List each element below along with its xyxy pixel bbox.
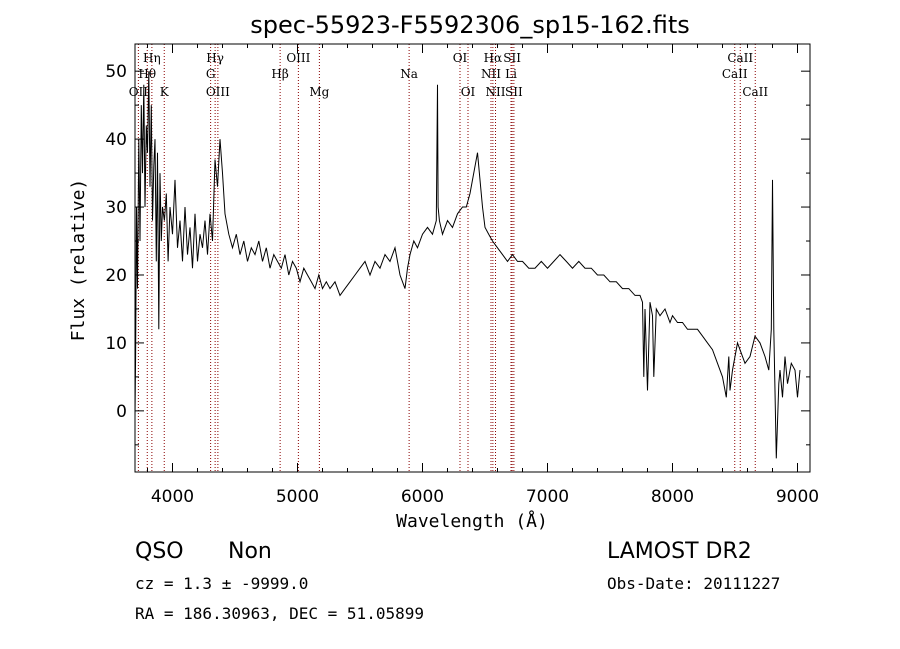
x-tick-label: 4000 — [151, 487, 194, 507]
object-class: QSO — [135, 539, 184, 564]
spectral-line-label: OIII — [206, 85, 230, 99]
spectral-line-label: OII — [129, 85, 149, 99]
y-tick-label: 30 — [105, 198, 127, 218]
spectral-line-label: NII — [486, 85, 506, 99]
spectral-line-label: NII — [481, 67, 501, 81]
spectral-line-markers — [137, 44, 756, 472]
x-tick-label: 7000 — [526, 487, 569, 507]
x-axis-ticks: 4000 5000 6000 7000 8000 9000 — [147, 44, 819, 507]
spectral-line-label: Hθ — [138, 67, 156, 81]
spectral-line-label: Hγ — [206, 51, 224, 65]
y-tick-label: 20 — [105, 266, 127, 286]
y-axis-label: Flux (relative) — [68, 179, 89, 342]
x-tick-label: 5000 — [276, 487, 319, 507]
spectral-line-label: Hβ — [271, 67, 288, 81]
y-axis-ticks: 0 10 20 30 40 50 — [105, 62, 810, 446]
spectral-line-label: OI — [461, 85, 476, 99]
spectral-line-label: OI — [453, 51, 468, 65]
plot-frame — [134, 43, 811, 473]
spectral-line-label: Hη — [143, 51, 161, 65]
x-tick-label: 8000 — [651, 487, 694, 507]
spectral-line-label: CaII — [742, 85, 768, 99]
y-tick-label: 50 — [105, 62, 127, 82]
x-axis-label: Wavelength (Å) — [396, 510, 548, 532]
spectral-line-label: G — [206, 67, 216, 81]
x-tick-label: 6000 — [401, 487, 444, 507]
coordinates: RA = 186.30963, DEC = 51.05899 — [135, 604, 424, 623]
redshift-cz: cz = 1.3 ± -9999.0 — [135, 574, 308, 593]
y-tick-label: 40 — [105, 130, 127, 150]
spectral-line-labels: OIIHηHθKHγGOIIIOIIIHβMgNaOIOIHαNIINIISII… — [129, 51, 769, 99]
spectral-line-label: Hα — [484, 51, 503, 65]
spectral-line-label: SII — [503, 51, 521, 65]
spectral-line-label: OIII — [286, 51, 310, 65]
spectral-line-label: CaII — [722, 67, 748, 81]
spectrum-line — [134, 71, 801, 459]
spectral-line-label: K — [160, 85, 170, 99]
chart-title: spec-55923-F5592306_sp15-162.fits — [250, 11, 689, 39]
spectral-line-label: CaII — [727, 51, 753, 65]
survey-name: LAMOST DR2 — [607, 539, 752, 564]
x-tick-label: 9000 — [776, 487, 819, 507]
spectral-line-label: Na — [400, 67, 418, 81]
y-tick-label: 10 — [105, 334, 127, 354]
observation-date: Obs-Date: 20111227 — [607, 574, 780, 593]
spectral-line-label: Li — [505, 67, 517, 81]
spectral-line-label: Mg — [309, 85, 329, 99]
object-subclass: Non — [228, 539, 272, 564]
y-tick-label: 0 — [116, 402, 127, 422]
spectral-line-label: SII — [505, 85, 523, 99]
